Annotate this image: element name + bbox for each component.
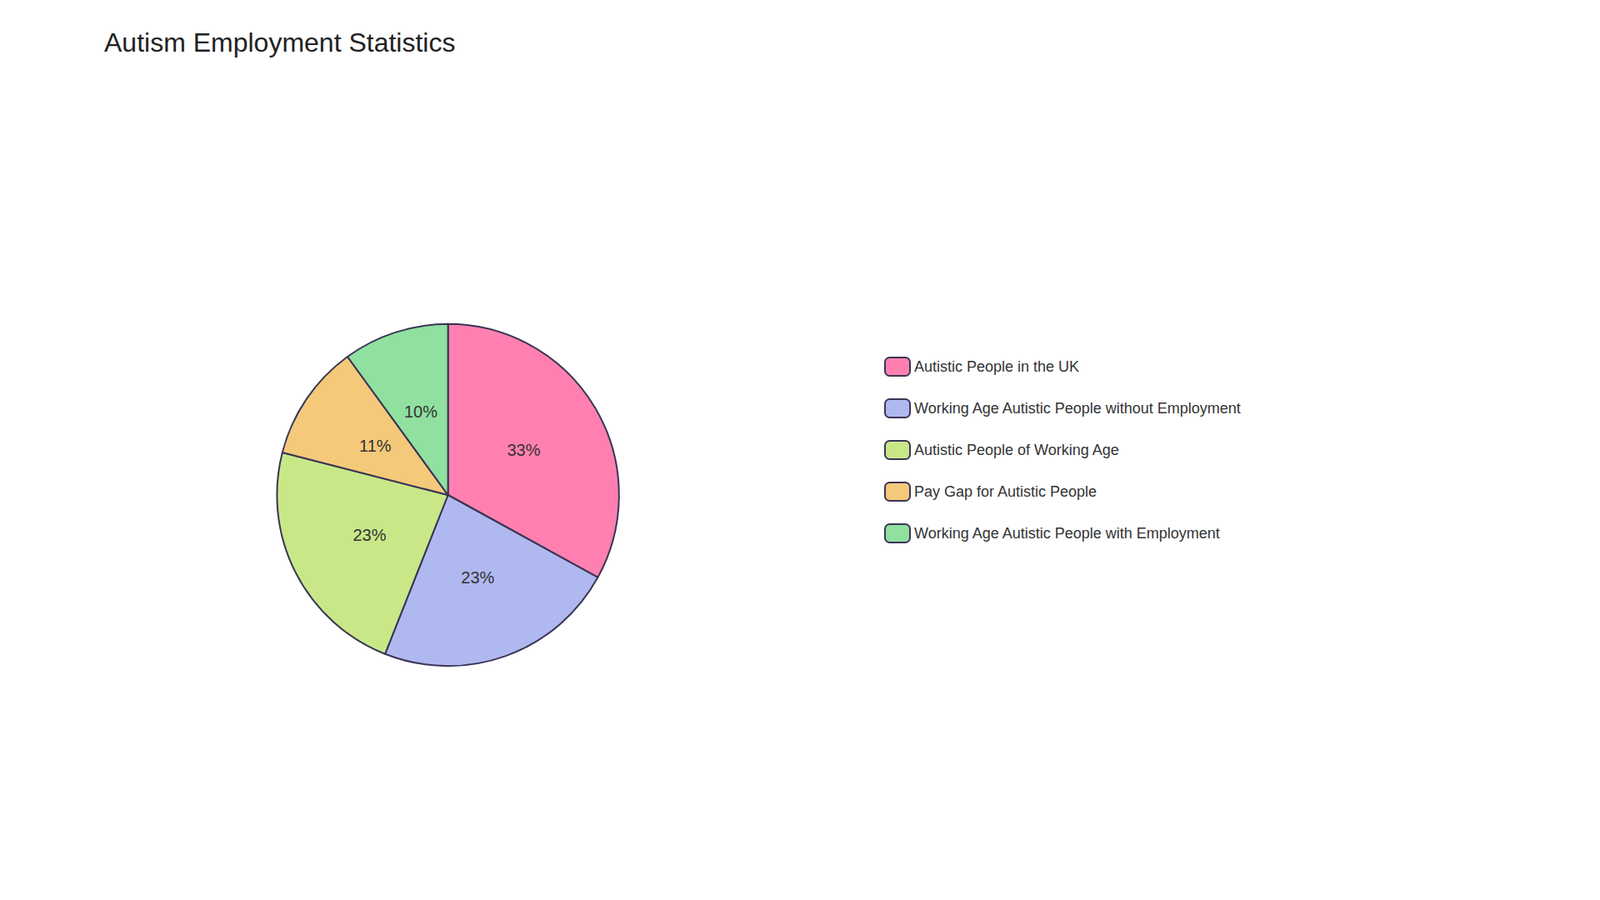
svg-text:23%: 23% (460, 568, 495, 587)
svg-text:Pay Gap for Autistic People: Pay Gap for Autistic People (914, 483, 1097, 500)
svg-text:Autistic People of Working Age: Autistic People of Working Age (914, 441, 1120, 459)
svg-text:Working Age Autistic People wi: Working Age Autistic People with Employm… (914, 525, 1220, 542)
svg-text:11%: 11% (359, 436, 392, 455)
svg-text:23%: 23% (352, 525, 386, 545)
svg-text:33%: 33% (506, 440, 540, 460)
svg-text:Autistic People in the UK: Autistic People in the UK (914, 358, 1080, 375)
svg-text:10%: 10% (404, 402, 438, 421)
svg-text:Autism Employment Statistics: Autism Employment Statistics (104, 27, 455, 58)
svg-text:Working Age Autistic People wi: Working Age Autistic People without Empl… (914, 400, 1241, 417)
